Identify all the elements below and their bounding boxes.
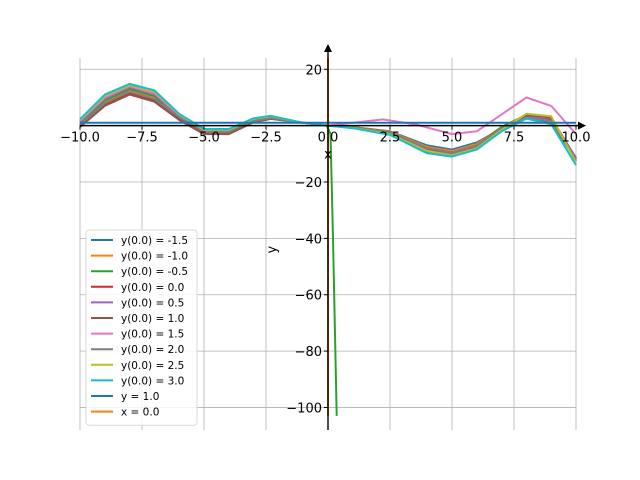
y-axis-arrow: [324, 44, 332, 52]
x-axis-label: x: [324, 148, 332, 163]
y-tick-label: 20: [305, 63, 322, 78]
x-tick-label: 7.5: [504, 131, 525, 146]
legend-label: y(0.0) = -1.0: [121, 251, 188, 263]
legend-box: [85, 229, 198, 426]
legend-label: y(0.0) = 0.5: [121, 297, 184, 309]
legend-label: y(0.0) = 0.0: [121, 282, 184, 294]
x-tick-label: −10.0: [60, 131, 100, 146]
axes: −10.0 −7.5 −5.0 −2.5 0.0 2.5 5.0 7.5 10.0 20 −20 −4…: [60, 44, 590, 430]
legend-label: y = 1.0: [121, 391, 159, 403]
y-tick-label: −20: [295, 176, 322, 191]
legend-label: y(0.0) = -0.5: [121, 266, 188, 278]
legend-label: y(0.0) = 1.0: [121, 313, 184, 325]
x-tick-label: 2.5: [380, 131, 401, 146]
y-tick-label: −60: [295, 289, 322, 304]
legend-label: x = 0.0: [121, 407, 159, 419]
y-axis-label: y: [265, 245, 280, 253]
legend: y(0.0) = -1.5 y(0.0) = -1.0 y(0.0) = -0.5 y…: [85, 229, 198, 426]
legend-label: y(0.0) = 3.0: [121, 375, 184, 387]
y-tick-label: −40: [295, 232, 322, 247]
legend-label: y(0.0) = 2.0: [121, 344, 184, 356]
series-line-9: [79, 82, 577, 166]
x-tick-label: 5.0: [442, 131, 463, 146]
legend-label: y(0.0) = 2.5: [121, 360, 184, 372]
x-tick-label: 10.0: [562, 131, 591, 146]
x-tick-label: 0.0: [318, 131, 339, 146]
x-tick-label: −5.0: [188, 131, 220, 146]
y-tick-label: −80: [295, 345, 322, 360]
x-tick-label: −2.5: [250, 131, 282, 146]
x-tick-label: −7.5: [126, 131, 158, 146]
legend-label: y(0.0) = 1.5: [121, 329, 184, 341]
x-axis-arrow: [578, 121, 586, 130]
series-lines: [79, 58, 577, 416]
y-tick-label: −100: [286, 401, 322, 416]
legend-label: y(0.0) = -1.5: [121, 235, 188, 247]
